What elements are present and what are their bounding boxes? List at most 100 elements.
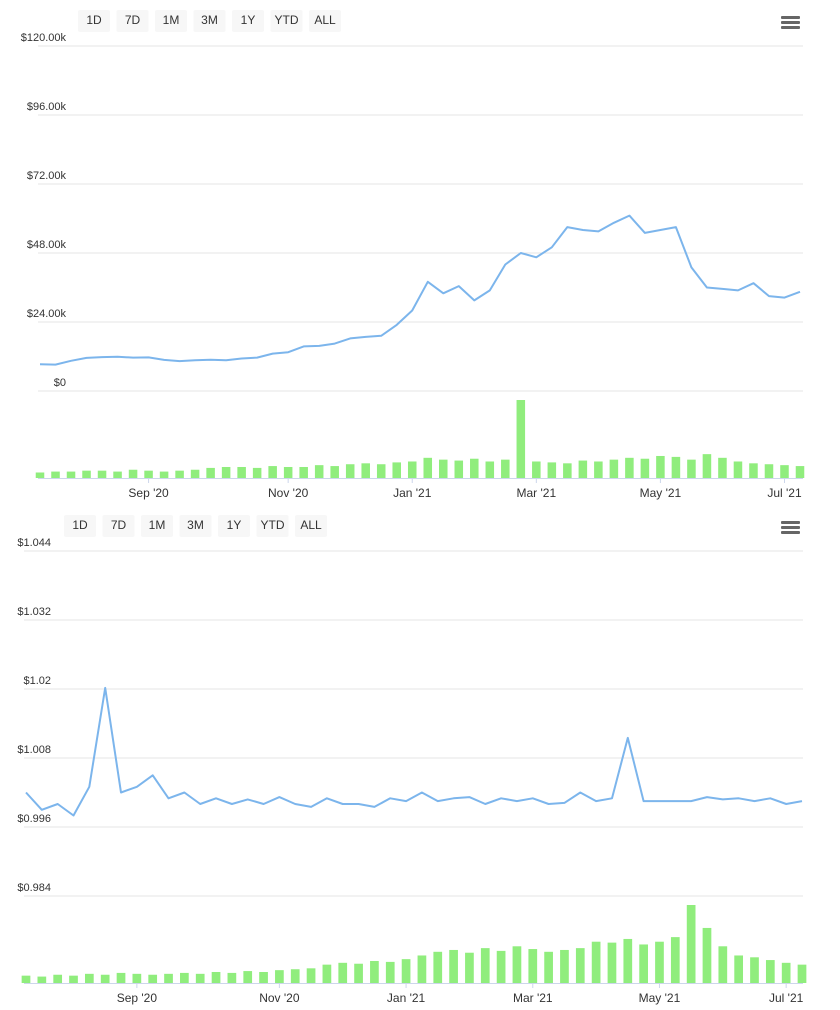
range-button[interactable]	[295, 515, 327, 537]
volume-bar	[180, 972, 189, 983]
range-button-label[interactable]: 3M	[187, 518, 204, 532]
range-button-label[interactable]: 3M	[201, 13, 218, 27]
volume-bar	[190, 469, 200, 478]
range-button-label[interactable]: YTD	[261, 518, 285, 532]
volume-bar	[392, 462, 401, 478]
volume-bar	[322, 964, 332, 983]
volume-bar	[560, 949, 569, 983]
menu-icon[interactable]	[781, 21, 800, 24]
range-button-label[interactable]: 1M	[149, 518, 166, 532]
volume-bar	[211, 971, 221, 983]
volume-bar	[330, 466, 339, 478]
range-button[interactable]	[218, 515, 250, 537]
range-button-label[interactable]: ALL	[314, 13, 336, 27]
range-button[interactable]	[193, 10, 226, 32]
x-tick-label: Mar '21	[517, 486, 557, 500]
volume-bar	[299, 466, 308, 478]
y-tick-label: $0	[54, 377, 66, 389]
volume-bar	[671, 456, 681, 478]
menu-icon[interactable]	[781, 526, 800, 529]
volume-bar	[687, 459, 696, 478]
volume-bar	[625, 457, 634, 478]
range-button[interactable]	[232, 10, 264, 32]
volume-bar	[53, 974, 63, 983]
range-button[interactable]	[78, 10, 110, 32]
volume-bar	[439, 459, 448, 478]
range-button-label[interactable]: ALL	[300, 518, 322, 532]
volume-bar	[401, 959, 411, 983]
range-button[interactable]	[116, 10, 149, 32]
volume-bar	[159, 471, 169, 478]
volume-bar	[206, 467, 215, 478]
volume-bar	[175, 470, 184, 478]
volume-bar	[607, 942, 617, 983]
range-button-label[interactable]: 1D	[72, 518, 88, 532]
menu-icon[interactable]	[781, 521, 800, 524]
volume-bar	[640, 458, 650, 478]
volume-bar	[544, 951, 553, 983]
menu-icon[interactable]	[781, 531, 800, 534]
range-button[interactable]	[141, 515, 173, 537]
range-button[interactable]	[102, 515, 135, 537]
volume-bar	[470, 458, 479, 478]
volume-bar	[718, 457, 727, 478]
volume-bar	[132, 973, 142, 983]
range-button-label[interactable]: YTD	[275, 13, 299, 27]
range-button-label[interactable]: 1Y	[241, 13, 256, 27]
y-tick-label: $0.996	[17, 813, 51, 825]
volume-bar	[314, 465, 324, 478]
range-button-label[interactable]: 1D	[86, 13, 102, 27]
volume-bar	[591, 941, 601, 983]
x-tick-label: Jan '21	[387, 991, 426, 1005]
volume-bar	[750, 957, 759, 983]
menu-icon[interactable]	[781, 26, 800, 29]
range-button[interactable]	[309, 10, 341, 32]
volume-bar	[35, 472, 45, 478]
volume-bar	[516, 400, 526, 478]
volume-bar	[575, 948, 585, 983]
volume-bar	[237, 466, 246, 478]
y-tick-label: $1.044	[17, 537, 51, 549]
volume-bar	[82, 470, 91, 478]
volume-bar	[686, 905, 696, 983]
volume-bar	[164, 973, 173, 983]
menu-icon[interactable]	[781, 16, 800, 19]
volume-bar	[417, 955, 427, 983]
range-button-label[interactable]: 7D	[111, 518, 127, 532]
volume-bar	[283, 466, 293, 478]
range-button[interactable]	[270, 10, 303, 32]
y-tick-label: $1.02	[23, 675, 51, 687]
volume-bar	[702, 454, 712, 478]
range-button[interactable]	[64, 515, 96, 537]
range-button[interactable]	[256, 515, 289, 537]
volume-bar	[268, 466, 277, 478]
y-tick-label: $120.00k	[21, 32, 67, 44]
range-button[interactable]	[155, 10, 187, 32]
volume-bar	[795, 466, 805, 478]
range-button-label[interactable]: 1M	[163, 13, 180, 27]
volume-bar	[227, 972, 237, 983]
range-button-label[interactable]: 1Y	[227, 518, 242, 532]
volume-bar	[670, 937, 680, 983]
volume-bar	[639, 944, 648, 983]
x-tick-label: Nov '20	[259, 991, 300, 1005]
volume-bar	[407, 461, 417, 478]
volume-bar	[66, 471, 76, 478]
volume-bar	[370, 960, 379, 983]
volume-bar	[433, 951, 443, 983]
y-tick-label: $0.984	[17, 882, 51, 894]
y-tick-label: $96.00k	[27, 101, 67, 113]
volume-bar	[547, 462, 557, 478]
volume-bar	[623, 938, 633, 983]
range-button-label[interactable]: 7D	[125, 13, 141, 27]
volume-bar	[84, 973, 94, 983]
volume-bar	[354, 963, 363, 983]
x-tick-label: May '21	[639, 991, 681, 1005]
volume-bar	[148, 974, 158, 983]
volume-bar	[100, 974, 110, 983]
range-button[interactable]	[179, 515, 212, 537]
y-tick-label: $24.00k	[27, 308, 67, 320]
volume-bar	[195, 973, 205, 983]
volume-bar	[385, 961, 395, 983]
